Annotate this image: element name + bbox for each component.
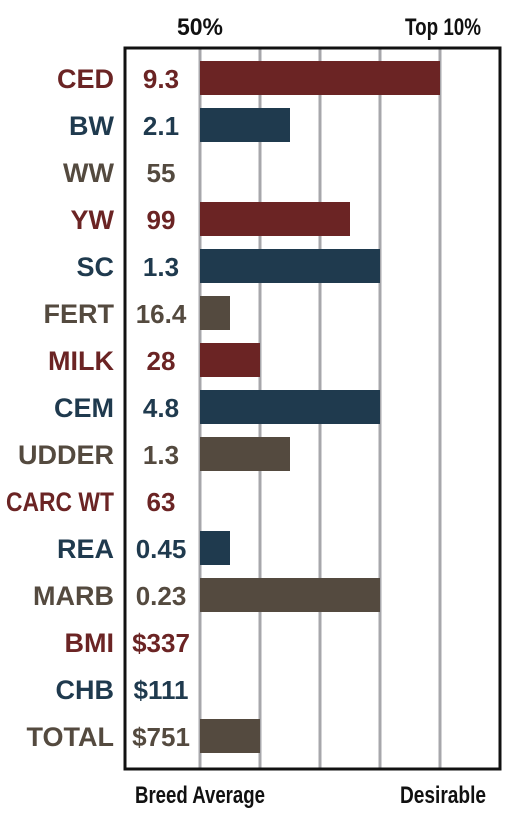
bottom-label-desirable: Desirable <box>400 782 486 809</box>
trait-label-bmi: BMI <box>65 628 115 658</box>
trait-label-ww: WW <box>63 158 114 188</box>
value-label-rea: 0.45 <box>136 534 187 564</box>
value-label-total: $751 <box>132 722 190 752</box>
bar-sc <box>200 249 380 283</box>
value-label-bw: 2.1 <box>143 111 179 141</box>
bottom-label-breed-average: Breed Average <box>135 782 265 809</box>
value-label-marb: 0.23 <box>136 581 187 611</box>
bars <box>200 61 440 753</box>
bar-milk <box>200 343 260 377</box>
bar-udder <box>200 437 290 471</box>
bar-ced <box>200 61 440 95</box>
trait-label-sc: SC <box>76 252 114 282</box>
bar-rea <box>200 531 230 565</box>
trait-label-ced: CED <box>57 64 114 94</box>
trait-label-yw: YW <box>71 205 115 235</box>
value-label-fert: 16.4 <box>136 299 187 329</box>
trait-label-rea: REA <box>57 534 114 564</box>
value-label-yw: 99 <box>147 205 176 235</box>
trait-label-fert: FERT <box>44 299 115 329</box>
bar-bw <box>200 108 290 142</box>
trait-label-marb: MARB <box>33 581 114 611</box>
trait-label-bw: BW <box>69 111 114 141</box>
trait-label-carc-wt: CARC WT <box>6 487 114 517</box>
row-labels: CED 9.3 BW 2.1 WW 55 YW 99 SC 1.3 FERT 16.4 MILK 28 CE… <box>6 64 190 752</box>
value-label-ww: 55 <box>147 158 176 188</box>
trait-label-milk: MILK <box>48 346 114 376</box>
value-label-udder: 1.3 <box>143 440 179 470</box>
value-label-carc-wt: 63 <box>147 487 176 517</box>
plot-frame <box>123 46 502 771</box>
bar-marb <box>200 578 380 612</box>
bar-total <box>200 719 260 753</box>
value-label-cem: 4.8 <box>143 393 179 423</box>
value-label-bmi: $337 <box>132 628 190 658</box>
trait-label-chb: CHB <box>56 675 115 705</box>
trait-label-udder: UDDER <box>18 440 114 470</box>
value-label-sc: 1.3 <box>143 252 179 282</box>
bar-cem <box>200 390 380 424</box>
value-label-ced: 9.3 <box>143 64 179 94</box>
trait-label-total: TOTAL <box>27 722 115 752</box>
top-label-50: 50% <box>177 14 223 41</box>
bar-fert <box>200 296 230 330</box>
top-label-top10: Top 10% <box>405 14 481 41</box>
value-label-milk: 28 <box>147 346 176 376</box>
trait-label-cem: CEM <box>54 393 114 423</box>
bar-yw <box>200 202 350 236</box>
value-label-chb: $111 <box>134 675 189 705</box>
